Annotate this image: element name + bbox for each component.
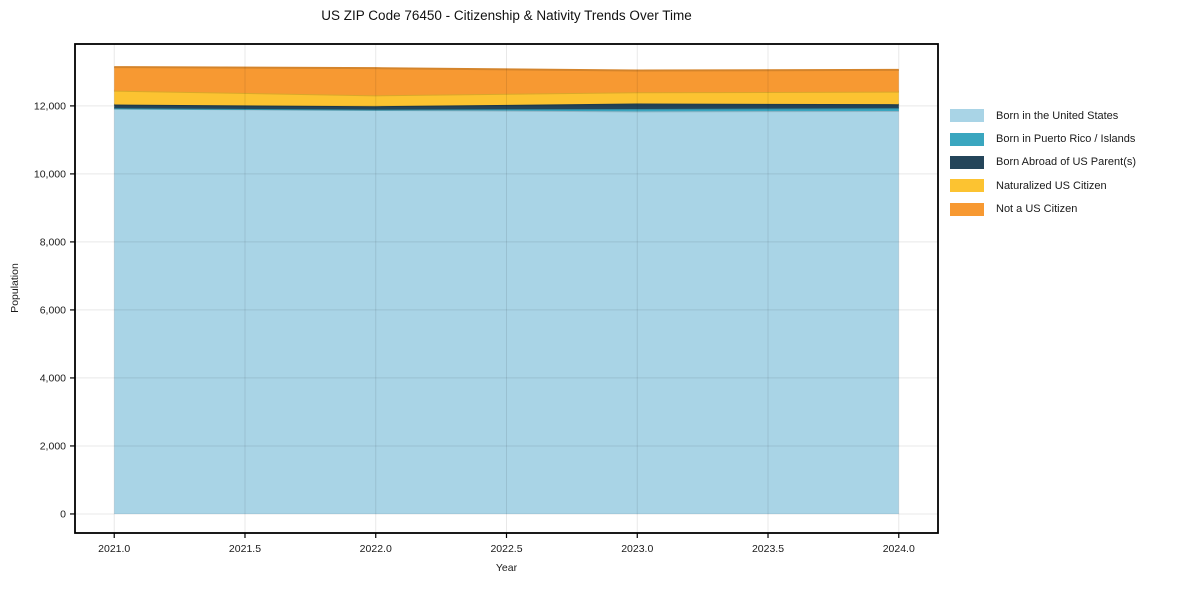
x-axis-label: Year xyxy=(495,562,518,574)
legend-item: Born in the United States xyxy=(950,104,1136,127)
legend-swatch xyxy=(950,202,984,216)
legend-label: Born in the United States xyxy=(996,109,1119,122)
area-top-edge xyxy=(114,66,899,72)
x-tick-label: 2023.5 xyxy=(752,543,784,555)
y-tick-label: 0 xyxy=(60,509,66,521)
legend-label: Not a US Citizen xyxy=(996,203,1078,216)
legend-swatch xyxy=(950,155,984,169)
legend-item: Born Abroad of US Parent(s) xyxy=(950,151,1136,174)
area-series xyxy=(114,67,899,96)
x-tick-label: 2024.0 xyxy=(883,543,915,555)
x-tick-label: 2022.5 xyxy=(490,543,522,555)
legend-label: Born in Puerto Rico / Islands xyxy=(996,133,1136,146)
y-tick-label: 10,000 xyxy=(34,169,66,181)
x-tick-label: 2021.0 xyxy=(98,543,130,555)
legend-label: Naturalized US Citizen xyxy=(996,179,1107,192)
y-tick-label: 12,000 xyxy=(34,101,66,113)
x-tick-label: 2022.0 xyxy=(360,543,392,555)
legend-item: Naturalized US Citizen xyxy=(950,174,1136,197)
y-axis-label: Population xyxy=(9,263,21,313)
area-series xyxy=(114,108,899,514)
legend-swatch xyxy=(950,179,984,193)
y-tick-label: 8,000 xyxy=(40,237,66,249)
area-series xyxy=(114,103,899,110)
y-tick-label: 6,000 xyxy=(40,305,66,317)
legend-item: Born in Puerto Rico / Islands xyxy=(950,127,1136,150)
x-tick-label: 2023.0 xyxy=(621,543,653,555)
chart-title: US ZIP Code 76450 - Citizenship & Nativi… xyxy=(321,8,692,23)
legend-item: Not a US Citizen xyxy=(950,198,1136,221)
legend-label: Born Abroad of US Parent(s) xyxy=(996,156,1137,169)
legend-swatch xyxy=(950,109,984,123)
legend-swatch xyxy=(950,132,984,146)
legend: Born in the United States Born in Puerto … xyxy=(950,104,1136,221)
y-tick-label: 4,000 xyxy=(40,373,66,385)
y-tick-label: 2,000 xyxy=(40,441,66,453)
x-tick-label: 2021.5 xyxy=(229,543,261,555)
